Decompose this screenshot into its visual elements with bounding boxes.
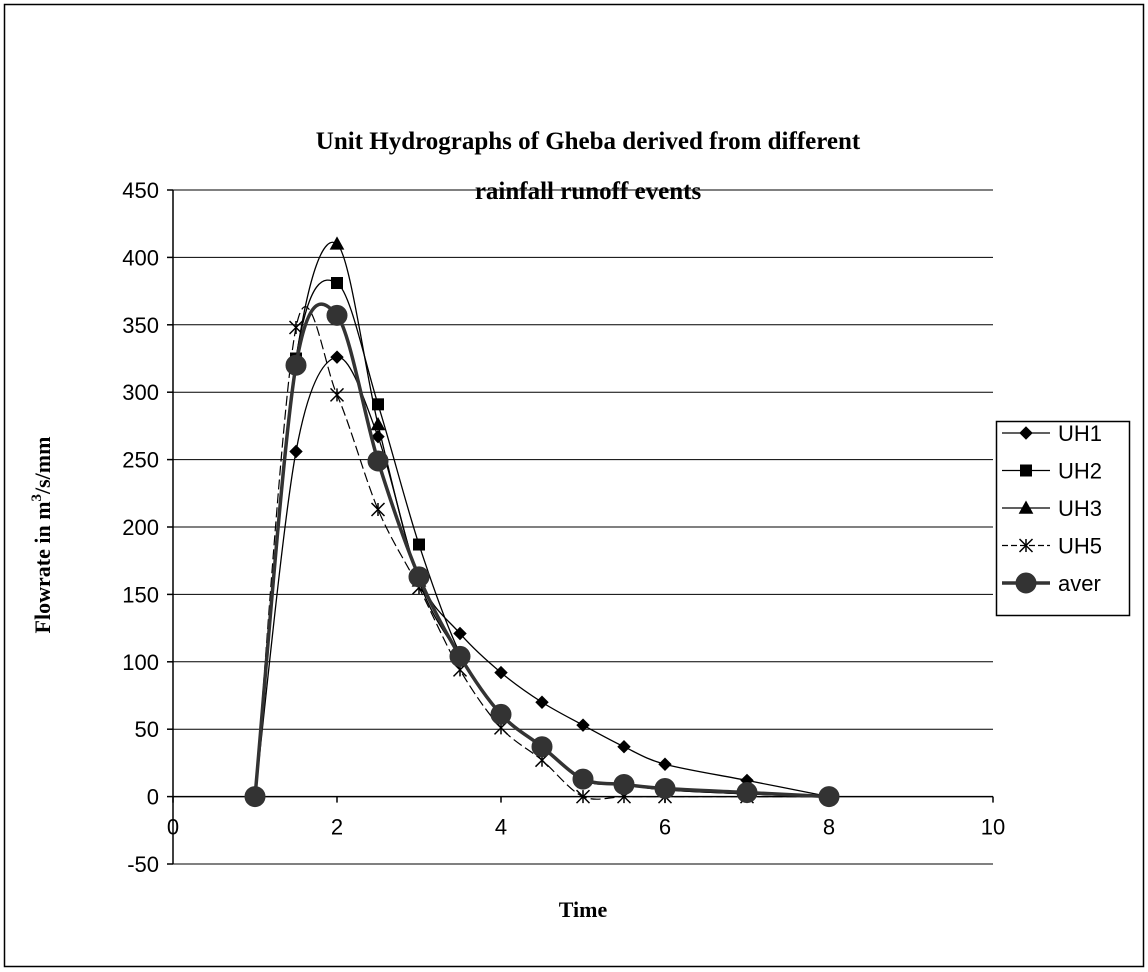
point-UH5-1	[288, 320, 304, 335]
legend-marker-UH2	[1020, 464, 1032, 477]
point-UH1-5	[453, 626, 467, 641]
point-UH1-9	[617, 740, 631, 754]
y-tick-label-3: 100	[122, 650, 159, 675]
series-aver	[244, 302, 840, 808]
point-UH1-8	[576, 718, 590, 732]
y-tick-label-6: 250	[122, 448, 159, 473]
legend-item-UH2: UH2	[1002, 459, 1102, 484]
y-axis-title-sup: 3	[29, 494, 45, 502]
point-UH2-2	[331, 277, 343, 290]
y-axis-title-main: Flowrate in m	[30, 501, 55, 633]
chart-title-line-2: rainfall runoff events	[475, 178, 702, 205]
legend-label-aver: aver	[1058, 571, 1101, 596]
point-UH5-8	[575, 789, 591, 804]
point-aver-10	[654, 778, 676, 800]
series-layer	[244, 236, 840, 808]
point-UH5-3	[370, 502, 386, 517]
grid-layer	[173, 189, 993, 865]
point-UH1-10	[658, 757, 672, 771]
y-tick-label-9: 400	[122, 245, 159, 270]
y-tick-label-0: -50	[127, 852, 159, 877]
point-aver-9	[613, 773, 635, 795]
x-tick-label-5: 10	[981, 815, 1005, 840]
y-tick-label-4: 150	[122, 582, 159, 607]
chart-title-line-1: Unit Hydrographs of Gheba derived from d…	[316, 128, 861, 155]
legend-label-UH2: UH2	[1058, 459, 1102, 484]
x-tick-label-4: 8	[823, 815, 835, 840]
y-tick-label-1: 0	[147, 785, 159, 810]
point-aver-0	[244, 786, 266, 808]
legend-marker-UH3	[1018, 500, 1034, 514]
point-aver-1	[285, 354, 307, 376]
point-UH1-2	[330, 350, 344, 364]
point-UH2-4	[413, 538, 425, 551]
legend: UH1 UH2 UH3 UH5 aver	[995, 420, 1131, 617]
axis-layer: -50 0 50 100 150 200 250 300 350 400 450 0 2 4 6 8 10	[122, 178, 1005, 877]
legend-marker-UH5	[1018, 538, 1034, 553]
point-aver-7	[531, 736, 553, 758]
point-aver-12	[818, 786, 840, 808]
y-tick-label-10: 450	[122, 178, 159, 203]
point-UH1-1	[289, 444, 303, 459]
y-tick-label-5: 200	[122, 515, 159, 540]
x-tick-label-1: 2	[331, 815, 343, 840]
legend-marker-aver	[1015, 572, 1037, 594]
point-aver-6	[490, 703, 512, 725]
point-aver-11	[736, 782, 758, 804]
x-tick-label-0: 0	[167, 815, 179, 840]
legend-item-UH3: UH3	[1002, 496, 1102, 521]
point-UH3-2	[329, 236, 345, 250]
y-axis-title: Flowrate in m3/s/mm	[29, 437, 55, 634]
y-tick-label-2: 50	[135, 717, 159, 742]
point-aver-8	[572, 768, 594, 790]
legend-label-UH5: UH5	[1058, 534, 1102, 559]
x-tick-label-3: 6	[659, 815, 671, 840]
point-aver-3	[367, 450, 389, 472]
legend-item-UH1: UH1	[1002, 421, 1102, 446]
point-UH5-2	[329, 387, 345, 402]
point-UH1-6	[494, 665, 508, 680]
x-tick-label-2: 4	[495, 815, 507, 840]
y-tick-label-8: 350	[122, 313, 159, 338]
y-axis-title-tail: /s/mm	[30, 437, 55, 495]
point-aver-5	[449, 645, 471, 667]
point-UH3-3	[370, 417, 386, 431]
legend-item-UH5: UH5	[1002, 534, 1102, 559]
point-aver-4	[408, 566, 430, 588]
legend-marker-UH1	[1019, 426, 1033, 440]
legend-label-UH3: UH3	[1058, 496, 1102, 521]
y-tick-label-7: 300	[122, 380, 159, 405]
chart-border	[3, 3, 1145, 968]
legend-item-aver: aver	[1002, 571, 1101, 596]
point-aver-2	[326, 304, 348, 326]
point-UH1-7	[535, 695, 549, 709]
legend-label-UH1: UH1	[1058, 421, 1102, 446]
x-axis-title: Time	[559, 897, 608, 922]
point-UH2-3	[372, 398, 384, 411]
